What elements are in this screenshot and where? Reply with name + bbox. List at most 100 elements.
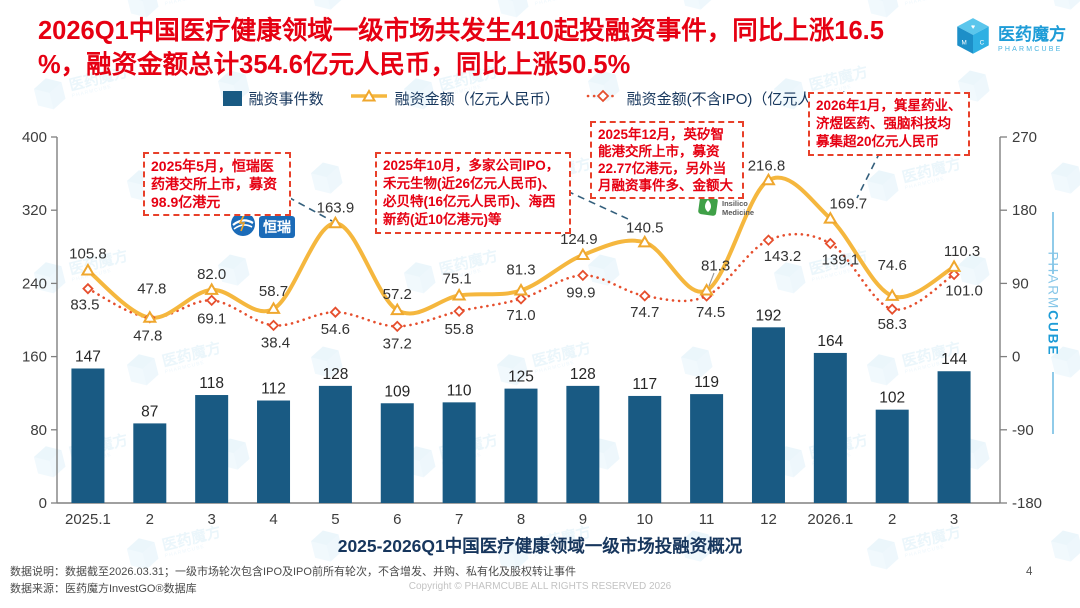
legend-label-amount: 融资金额（亿元人民币）: [394, 91, 560, 108]
amount-value-label: 105.8: [69, 246, 107, 263]
bar: [690, 394, 724, 503]
x-axis-tick-label: 2: [146, 511, 154, 528]
right-axis-tick-label: 90: [1012, 275, 1029, 292]
amount-noipo-value-label: 69.1: [197, 310, 226, 327]
amount-noipo-value-label: 74.5: [696, 304, 725, 321]
x-axis-tick-label: 8: [517, 511, 525, 528]
bar: [628, 395, 662, 503]
marker-triangle: [266, 301, 281, 314]
legend-item-amount-noipo: 融资金额(不含IPO)（亿元人民币）: [586, 88, 857, 109]
bar-value-label: 118: [199, 375, 224, 392]
title-line-2: %，融资金额总计354.6亿元人民币，同比上涨50.5%: [38, 51, 631, 79]
amount-value-label: 47.8: [137, 281, 166, 298]
bar: [566, 385, 600, 503]
footer-note: 数据说明：数据截至2026.03.31；一级市场轮次包含IPO及IPO前所有轮次…: [10, 566, 576, 578]
x-axis-tick-label: 10: [636, 511, 653, 528]
amount-noipo-value-label: 139.1: [822, 251, 860, 268]
watermark: [213, 248, 255, 293]
bar-value-label: 128: [570, 366, 596, 383]
legend-bar-swatch: [222, 91, 242, 106]
marker-diamond: [577, 269, 589, 282]
x-axis-tick-label: 2026.1: [807, 511, 853, 528]
logo-name: 医药魔方: [998, 25, 1066, 44]
watermark: [1046, 0, 1080, 18]
watermark: [953, 248, 995, 293]
bar: [504, 388, 538, 503]
svg-text:M: M: [961, 39, 966, 46]
amount-noipo-value-label: 83.5: [70, 297, 99, 314]
bar-value-label: 87: [141, 403, 158, 420]
footer-source: 数据来源：医药魔方InvestGO®数据库: [10, 583, 197, 595]
marker-diamond: [267, 319, 280, 332]
x-axis-tick-label: 7: [455, 511, 463, 528]
bar: [751, 327, 785, 503]
amount-value-label: 169.7: [830, 196, 868, 213]
amount-value-label: 216.8: [748, 157, 786, 174]
page-title: 2026Q1中国医疗健康领域一级市场共发生410起投融资事件，同比上涨16.5 …: [38, 14, 968, 82]
line-amount-noipo: [86, 232, 956, 328]
bar: [133, 423, 167, 503]
hengrui-wordmark: 恒瑞: [259, 215, 295, 238]
marker-triangle: [699, 282, 714, 296]
amount-value-label: 58.7: [259, 283, 288, 300]
bar-value-label: 110: [447, 382, 472, 399]
bar-value-label: 125: [508, 369, 534, 386]
x-axis-tick-label: 2: [888, 511, 896, 528]
watermark: [583, 432, 625, 477]
bar: [71, 368, 105, 503]
marker-triangle: [761, 172, 776, 186]
amount-noipo-value-label: 74.7: [630, 304, 659, 321]
footer-copyright: Copyright © PHARMCUBE ALL RIGHTS RESERVE…: [408, 581, 672, 592]
annotation-hengrui: 2025年5月，恒瑞医药港交所上市，募资98.9亿港元: [143, 152, 291, 216]
left-axis-tick-label: 320: [22, 202, 47, 219]
marker-triangle: [328, 215, 343, 229]
bar: [937, 371, 971, 503]
x-axis-tick-label: 3: [950, 511, 958, 528]
x-axis-tick-label: 2025.1: [65, 511, 111, 528]
right-axis-tick-label: 270: [1012, 129, 1037, 146]
legend-line-swatch: [350, 89, 388, 108]
annotation-december-insilico: 2025年12月，英矽智能港交所上市，募资22.77亿港元，另外当月融资事件多、…: [590, 121, 744, 199]
marker-diamond: [515, 293, 527, 305]
left-axis-tick-label: 160: [22, 349, 47, 366]
bar-value-label: 112: [261, 381, 286, 398]
marker-diamond: [700, 290, 713, 302]
amount-value-label: 81.3: [701, 257, 730, 274]
amount-value-label: 110.3: [944, 243, 980, 260]
x-axis-tick-label: 4: [269, 511, 277, 528]
marker-triangle: [823, 211, 838, 224]
marker-triangle: [390, 302, 405, 316]
label-leader-line: [708, 272, 715, 287]
amount-noipo-value-label: 101.0: [945, 282, 983, 299]
left-axis-tick-label: 400: [22, 129, 47, 146]
amount-noipo-value-label: 38.4: [261, 334, 290, 351]
bar-value-label: 144: [941, 351, 967, 368]
bar: [875, 409, 909, 503]
side-rule-bottom: [1052, 372, 1054, 434]
marker-triangle: [575, 247, 591, 261]
watermark: [583, 248, 625, 293]
chart-legend: 融资事件数 融资金额（亿元人民币） 融资金额(不含IPO)（亿元人民币）: [0, 88, 1080, 109]
marker-diamond: [205, 294, 218, 307]
marker-diamond: [82, 282, 94, 295]
watermark: [676, 340, 718, 385]
right-axis-tick-label: -90: [1012, 422, 1034, 439]
legend-item-amount: 融资金额（亿元人民币）: [350, 88, 560, 109]
x-axis-tick-label: 11: [699, 511, 715, 528]
amount-noipo-value-label: 54.6: [321, 321, 350, 338]
annotation-january-2026: 2026年1月，箕星药业、济煜医药、强脑科技均募集超20亿元人民币: [808, 92, 970, 156]
bar: [813, 352, 847, 503]
marker-diamond: [391, 320, 404, 333]
watermark: [953, 432, 995, 477]
bar: [318, 385, 352, 503]
svg-text:C: C: [980, 39, 985, 46]
logo-subtitle: PHARMCUBE: [998, 46, 1063, 53]
bar: [195, 395, 229, 503]
